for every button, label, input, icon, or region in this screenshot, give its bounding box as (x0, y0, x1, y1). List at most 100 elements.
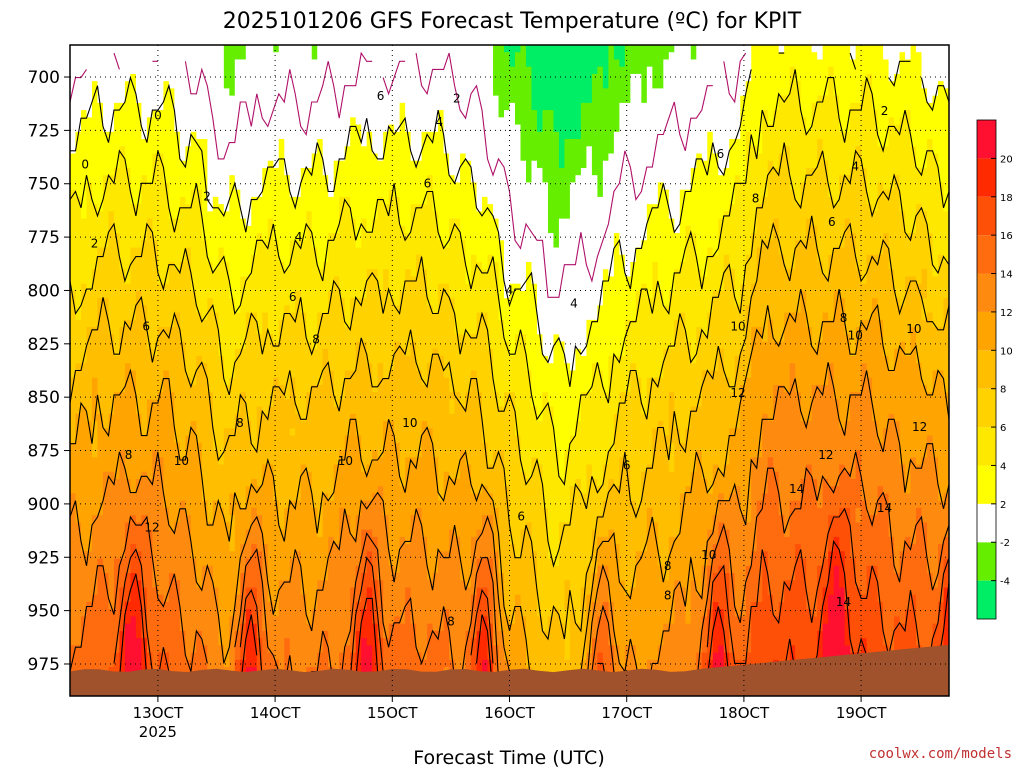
field-cell (575, 356, 609, 364)
field-cell (410, 594, 472, 603)
field-cell (300, 175, 329, 184)
field-cell (300, 493, 313, 502)
field-cell (366, 283, 379, 292)
field-cell (416, 356, 434, 364)
field-cell (267, 225, 274, 234)
field-cell (580, 587, 593, 596)
field-cell (70, 356, 88, 364)
field-cell (630, 486, 642, 495)
field-cell (525, 269, 533, 278)
field-cell (234, 81, 494, 89)
field-cell (482, 522, 494, 531)
field-cell (745, 175, 769, 184)
field-cell (712, 594, 730, 603)
field-cell (416, 363, 428, 372)
field-cell (229, 645, 236, 654)
field-cell (196, 638, 203, 646)
field-cell (861, 370, 868, 379)
field-cell (328, 493, 335, 502)
field-cell (712, 659, 725, 668)
field-cell (405, 479, 439, 487)
field-cell (377, 283, 384, 292)
field-cell (877, 117, 890, 126)
field-cell (383, 616, 395, 625)
contour-label: 6 (142, 320, 150, 334)
field-cell (613, 233, 620, 241)
field-cell (690, 348, 697, 357)
field-cell (701, 399, 741, 408)
field-cell (850, 536, 895, 545)
field-cell (509, 529, 522, 538)
field-cell (388, 623, 417, 632)
field-cell (712, 515, 747, 523)
field-cell (124, 153, 154, 162)
field-cell (383, 435, 395, 444)
field-cell (146, 117, 175, 126)
field-cell (844, 319, 862, 328)
field-cell (899, 565, 928, 574)
field-cell (635, 573, 664, 581)
field-cell (388, 522, 412, 531)
field-cell (817, 247, 835, 256)
field-cell (377, 609, 384, 618)
field-cell (861, 493, 879, 502)
field-cell (70, 493, 77, 502)
field-cell (130, 565, 143, 574)
field-cell (493, 573, 500, 581)
field-cell (190, 652, 208, 661)
field-cell (916, 327, 949, 335)
field-cell (580, 399, 620, 408)
field-cell (70, 153, 121, 162)
field-cell (80, 196, 88, 205)
field-cell (168, 211, 181, 220)
field-cell (185, 638, 197, 646)
field-cell (773, 319, 785, 328)
field-cell (800, 486, 818, 495)
field-cell (273, 225, 307, 234)
field-cell (899, 442, 928, 451)
field-cell (174, 428, 192, 437)
field-cell (493, 384, 533, 393)
field-cell (602, 384, 609, 393)
field-cell (828, 616, 846, 625)
field-cell (833, 312, 846, 321)
field-cell (850, 399, 873, 408)
field-cell (520, 139, 560, 147)
field-cell (91, 515, 132, 523)
field-cell (284, 522, 318, 531)
field-cell (531, 73, 593, 82)
field-cell (185, 363, 197, 372)
field-cell (245, 312, 258, 321)
field-cell (432, 450, 461, 458)
field-cell (756, 544, 796, 552)
field-cell (729, 558, 752, 567)
field-cell (70, 536, 82, 545)
field-cell (905, 464, 912, 473)
field-cell (119, 616, 126, 625)
contour-lines (70, 51, 949, 696)
field-cell (119, 240, 143, 249)
field-cell (245, 565, 263, 574)
field-cell (514, 110, 538, 118)
field-cell (580, 406, 620, 415)
field-cell (251, 218, 269, 227)
field-cell (646, 95, 741, 104)
field-cell (773, 413, 802, 422)
contour-label: 4 (846, 34, 854, 48)
field-cell (218, 594, 236, 603)
contour-label: 2 (91, 237, 99, 251)
field-cell (339, 529, 351, 538)
field-cell (927, 435, 934, 444)
field-cell (910, 327, 917, 335)
field-cell (910, 594, 917, 603)
field-cell (168, 515, 181, 523)
field-cell (410, 269, 417, 278)
field-cell (113, 601, 121, 610)
field-cell (525, 471, 533, 480)
field-cell (888, 117, 895, 126)
field-cell (591, 363, 598, 372)
field-cell (366, 348, 395, 357)
field-cell (377, 565, 395, 574)
field-cell (718, 218, 758, 227)
field-cell (113, 124, 143, 133)
